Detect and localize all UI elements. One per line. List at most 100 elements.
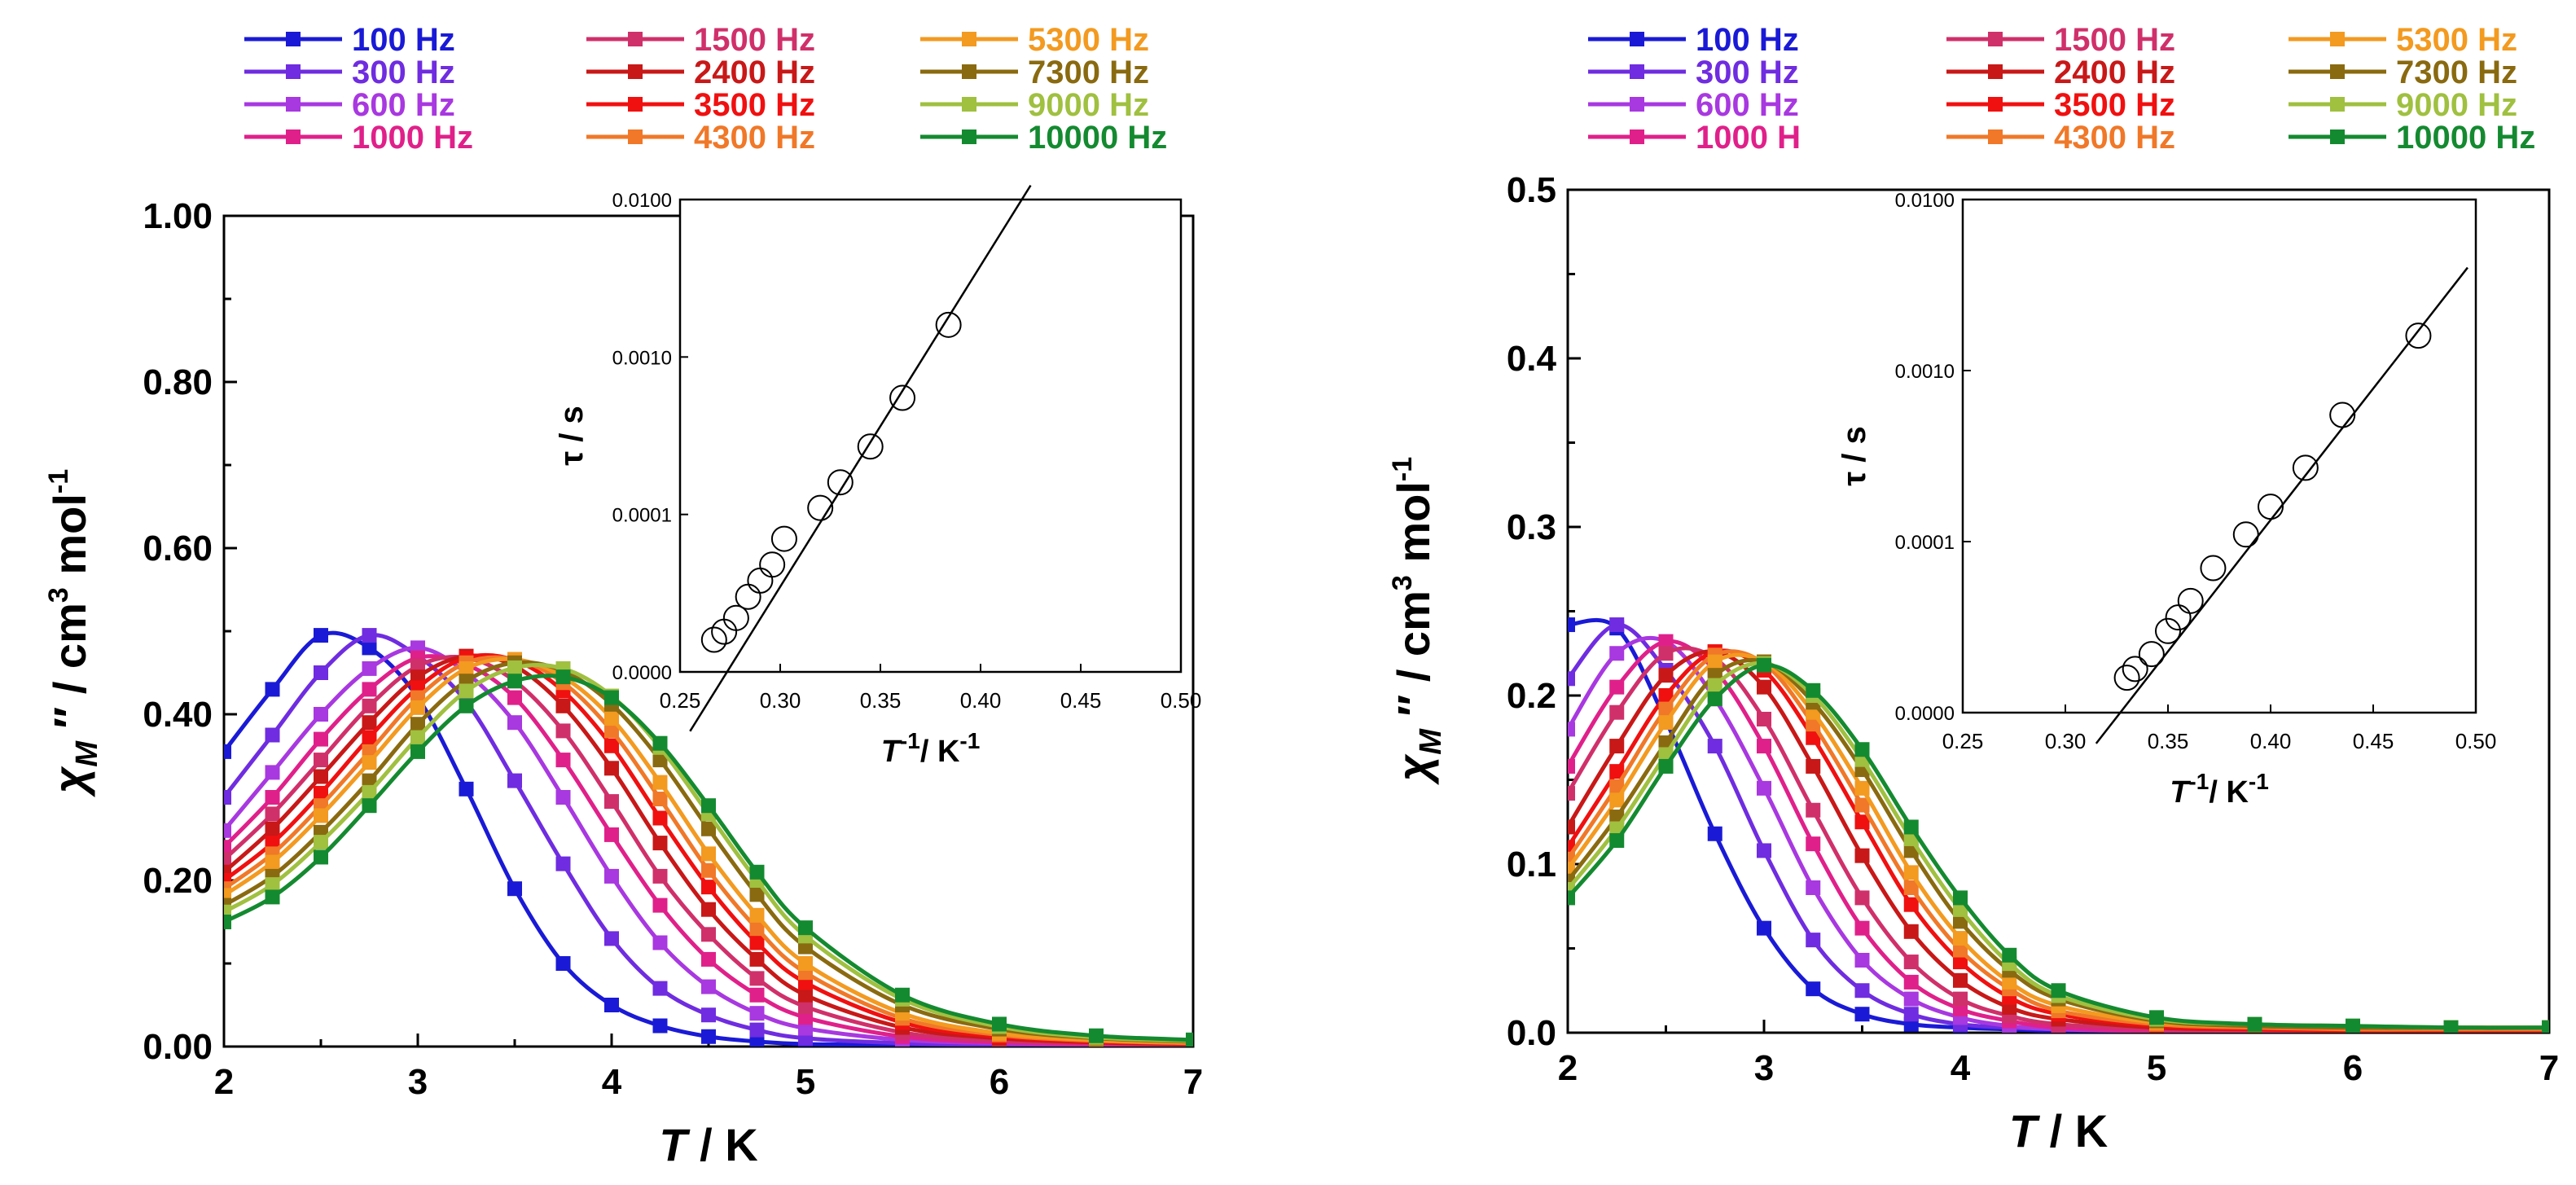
data-point bbox=[362, 755, 377, 770]
data-point bbox=[1609, 617, 1625, 633]
legend-marker bbox=[962, 129, 976, 144]
chart-panel-left: 2 3 4 5 6 7 0.00 0.20 0.40 0.60 0.80 1.00 T / K χM ″ … bbox=[43, 22, 1203, 1170]
inset-y-axis-label: τ / s bbox=[554, 406, 590, 465]
data-point bbox=[749, 921, 765, 937]
data-point bbox=[895, 987, 910, 1003]
inset-data-point bbox=[857, 433, 884, 460]
inset-y-tick-label: 0.0100 bbox=[1895, 190, 1955, 212]
data-point bbox=[652, 981, 668, 996]
y-tick-label: 0.00 bbox=[143, 1027, 213, 1067]
data-point bbox=[1854, 780, 1870, 796]
data-point bbox=[362, 640, 377, 656]
inset-data-point bbox=[722, 604, 749, 631]
legend-entry: 7300 Hz bbox=[2289, 55, 2517, 90]
legend-marker bbox=[1988, 129, 2003, 144]
data-point bbox=[1903, 924, 1919, 939]
legend-marker bbox=[1630, 129, 1644, 144]
data-point bbox=[459, 698, 474, 713]
inset-data-point bbox=[2329, 402, 2356, 428]
data-point bbox=[265, 806, 280, 822]
legend-marker bbox=[628, 64, 643, 79]
chart-panel-right: 2 3 4 5 6 7 0.0 0.1 0.2 0.3 0.4 0.5 T / K χM ″ / cm3 … bbox=[1387, 22, 2559, 1156]
data-point bbox=[1953, 902, 1968, 917]
inset-data-point bbox=[2165, 604, 2192, 631]
legend-marker bbox=[286, 32, 301, 46]
data-point bbox=[749, 864, 765, 880]
legend-label: 1500 Hz bbox=[2054, 22, 2175, 58]
data-point bbox=[224, 915, 231, 929]
inset-x-tick-label: 0.30 bbox=[760, 688, 801, 713]
legend-label: 1500 Hz bbox=[694, 22, 815, 58]
legend-entry: 600 Hz bbox=[1588, 87, 1799, 123]
x-tick-label: 5 bbox=[2147, 1048, 2166, 1088]
data-point bbox=[459, 661, 474, 676]
data-point bbox=[555, 856, 571, 871]
data-point bbox=[265, 877, 280, 893]
data-point bbox=[1568, 882, 1575, 898]
y-axis-label: χM ″ / cm3 mol-1 bbox=[1387, 457, 1448, 785]
inset-x-tick-label: 0.35 bbox=[860, 688, 902, 713]
data-point bbox=[1568, 617, 1575, 633]
data-point bbox=[2051, 983, 2066, 998]
data-point bbox=[362, 715, 377, 731]
data-point bbox=[507, 773, 522, 788]
data-point bbox=[507, 660, 522, 675]
legend-entry: 3500 Hz bbox=[1946, 87, 2175, 123]
legend-entry: 5300 Hz bbox=[2289, 22, 2517, 58]
inset-data-point bbox=[2122, 656, 2148, 682]
data-point bbox=[652, 810, 668, 826]
data-point bbox=[507, 715, 522, 731]
inset-data-point bbox=[2258, 494, 2284, 520]
inset-plot: 0.25 0.30 0.35 0.40 0.45 0.50 0.0000 0.0001 0.00… bbox=[1837, 190, 2496, 810]
inset-data-point bbox=[2405, 323, 2432, 349]
data-point bbox=[1806, 981, 1821, 997]
legend-label: 1000 Hz bbox=[352, 120, 473, 156]
data-point bbox=[1658, 668, 1674, 683]
legend-entry: 300 Hz bbox=[1588, 55, 1799, 90]
data-point bbox=[1089, 1028, 1104, 1043]
data-point bbox=[265, 682, 280, 697]
data-point bbox=[1658, 758, 1674, 774]
legend-entry: 9000 Hz bbox=[2289, 87, 2517, 123]
data-point bbox=[1953, 931, 1968, 946]
data-point bbox=[1658, 715, 1674, 731]
legend-label: 300 Hz bbox=[1696, 55, 1799, 90]
legend-label: 7300 Hz bbox=[2396, 55, 2517, 90]
legend-marker bbox=[628, 97, 643, 112]
data-point bbox=[749, 935, 765, 950]
inset-x-tick-label: 0.50 bbox=[2455, 729, 2497, 753]
inset-y-tick-label: 0.0001 bbox=[1895, 532, 1955, 554]
data-point bbox=[2542, 1020, 2549, 1033]
data-point bbox=[507, 881, 522, 897]
inset-x-tick-label: 0.50 bbox=[1161, 688, 1202, 713]
series-line bbox=[1568, 658, 2549, 1030]
y-tick-label: 0.1 bbox=[1507, 845, 1556, 884]
series-line bbox=[224, 655, 1193, 1047]
data-point bbox=[224, 744, 231, 759]
data-point bbox=[1707, 678, 1722, 693]
data-point bbox=[604, 723, 619, 739]
inset-x-tick-label: 0.25 bbox=[660, 688, 701, 713]
inset-data-point bbox=[2155, 617, 2181, 644]
x-tick-label: 6 bbox=[2343, 1048, 2363, 1088]
x-tick-label: 7 bbox=[2539, 1048, 2559, 1088]
data-point bbox=[1806, 730, 1821, 745]
legend-marker bbox=[628, 129, 643, 144]
data-point bbox=[362, 773, 377, 788]
inset-y-tick-label: 0.0000 bbox=[1895, 703, 1955, 725]
inset-data-point bbox=[2113, 665, 2140, 691]
x-tick-label: 4 bbox=[602, 1062, 622, 1102]
data-point bbox=[1953, 914, 1968, 929]
data-point bbox=[1806, 880, 1821, 895]
data-point bbox=[314, 707, 328, 722]
legend-entry: 300 Hz bbox=[244, 55, 455, 90]
data-point bbox=[604, 711, 619, 726]
data-point bbox=[1609, 779, 1625, 794]
data-point bbox=[362, 798, 377, 814]
data-point bbox=[555, 753, 571, 768]
y-tick-label: 0.60 bbox=[143, 529, 213, 568]
x-tick-label: 2 bbox=[214, 1062, 234, 1102]
data-point bbox=[1953, 942, 1968, 958]
legend-label: 100 Hz bbox=[1696, 22, 1799, 58]
data-point bbox=[798, 999, 813, 1015]
